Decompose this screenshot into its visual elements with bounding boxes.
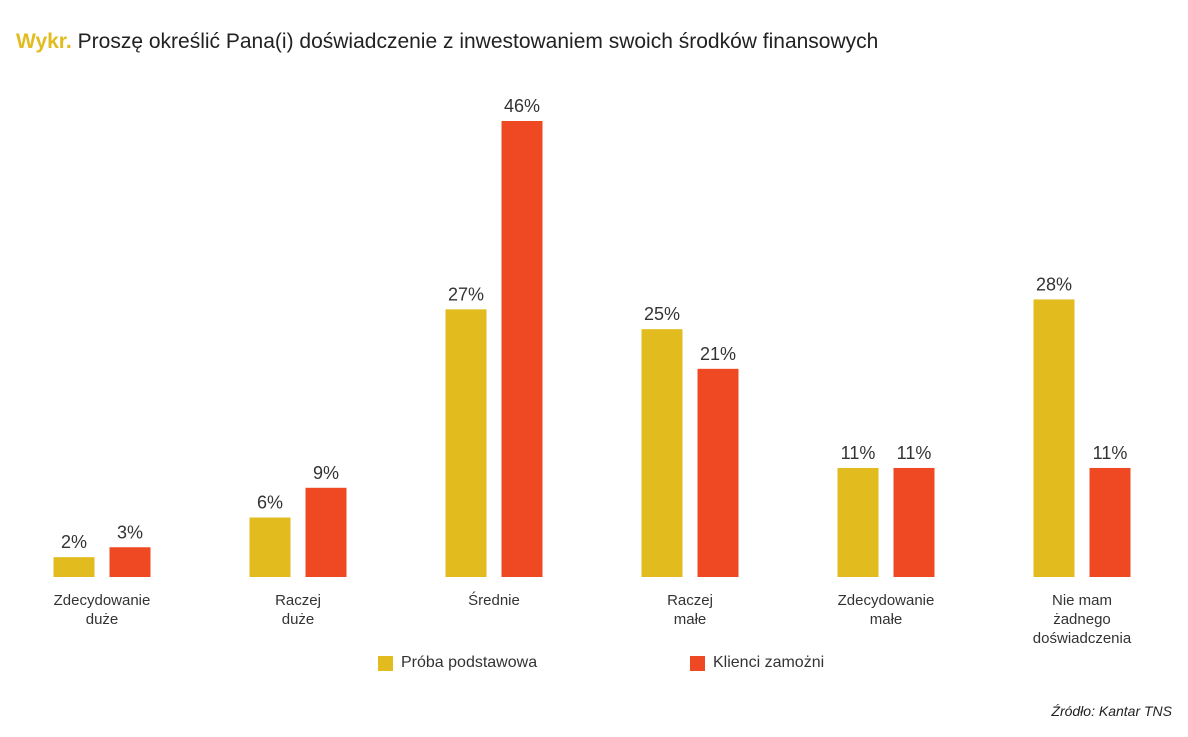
category-label-6-line-3: doświadczenia — [1033, 630, 1132, 647]
bar-series2-cat2 — [305, 487, 347, 577]
legend-label-proba-podstawowa: Próba podstawowa — [401, 654, 538, 671]
bar-series1-cat5 — [837, 467, 879, 577]
legend-item-klienci-zamozni: Klienci zamożni — [690, 654, 824, 672]
chart-title-prefix: Wykr. — [16, 30, 72, 53]
chart-title: Wykr. Proszę określić Pana(i) doświadczen… — [16, 30, 878, 54]
data-label-series2-cat1: 3% — [117, 522, 143, 542]
bar-series1-cat2 — [249, 517, 291, 577]
bar-series2-cat5 — [893, 467, 935, 577]
category-label-6-line-1: Nie mam — [1052, 592, 1112, 609]
category-label-4-line-2: małe — [674, 611, 707, 628]
category-label-5-line-2: małe — [870, 611, 903, 628]
category-label-2-line-2: duże — [282, 611, 315, 628]
bar-series1-cat4 — [641, 329, 683, 577]
category-label-6-line-2: żadnego — [1053, 611, 1111, 628]
category-label-4-line-1: Raczej — [667, 592, 713, 609]
bar-series1-cat6 — [1033, 299, 1075, 577]
data-label-series1-cat2: 6% — [257, 493, 283, 513]
bar-series2-cat4 — [697, 368, 739, 577]
category-label-5-line-1: Zdecydowanie — [838, 592, 935, 609]
data-label-series2-cat6: 11% — [1093, 443, 1128, 463]
data-label-series2-cat3: 46% — [504, 96, 540, 116]
category-label-2-line-1: Raczej — [275, 592, 321, 609]
category-label-3-line-1: Średnie — [468, 591, 520, 609]
data-label-series2-cat2: 9% — [313, 463, 339, 483]
data-label-series1-cat6: 28% — [1036, 274, 1072, 294]
chart-title-text: Proszę określić Pana(i) doświadczenie z … — [77, 30, 879, 53]
data-label-series2-cat4: 21% — [700, 344, 736, 364]
data-label-series2-cat5: 11% — [897, 443, 932, 463]
data-label-series1-cat3: 27% — [448, 284, 484, 304]
legend-swatch-klienci-zamozni — [690, 655, 705, 671]
data-label-series1-cat5: 11% — [841, 443, 876, 463]
category-label-1-line-2: duże — [86, 611, 119, 628]
bar-series2-cat1 — [109, 547, 151, 577]
legend-swatch-proba-podstawowa — [378, 655, 393, 671]
chart-legend: Próba podstawowa Klienci zamożni — [0, 654, 1188, 678]
data-label-series1-cat4: 25% — [644, 304, 680, 324]
bar-series2-cat3 — [501, 121, 543, 577]
bar-series1-cat1 — [53, 557, 95, 577]
bar-series1-cat3 — [445, 309, 487, 577]
bar-series2-cat6 — [1089, 467, 1131, 577]
category-label-1-line-1: Zdecydowanie — [54, 592, 151, 609]
legend-item-proba-podstawowa: Próba podstawowa — [378, 654, 537, 672]
data-label-series1-cat1: 2% — [61, 532, 87, 552]
source-note: Źródło: Kantar TNS — [1051, 703, 1172, 719]
legend-label-klienci-zamozni: Klienci zamożni — [713, 654, 825, 671]
